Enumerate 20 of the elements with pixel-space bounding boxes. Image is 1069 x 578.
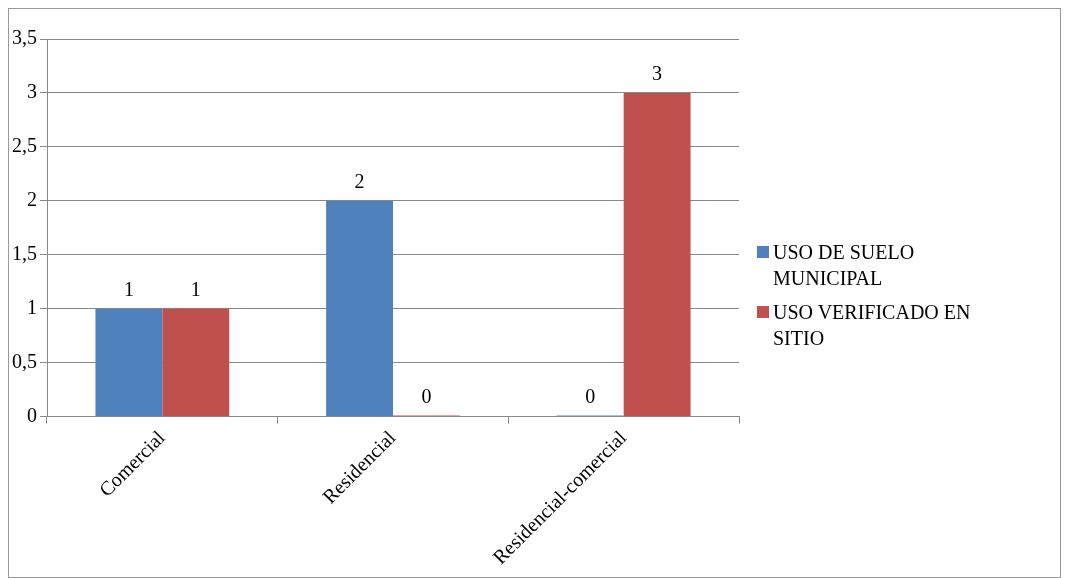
y-tick-label: 3,5 xyxy=(12,26,37,49)
data-label: 3 xyxy=(652,62,663,85)
y-tick-label: 0,5 xyxy=(12,349,37,372)
y-tick-label: 2,5 xyxy=(12,134,37,157)
data-label: 0 xyxy=(421,384,432,407)
y-tick-label: 1,5 xyxy=(12,242,37,265)
data-label: 1 xyxy=(123,277,134,300)
bar xyxy=(162,308,230,417)
y-tick-label: 3 xyxy=(27,80,37,103)
data-label: 0 xyxy=(585,384,596,407)
bar xyxy=(326,200,393,417)
data-label: 1 xyxy=(190,277,201,300)
data-label: 2 xyxy=(354,170,365,193)
bar xyxy=(95,308,163,417)
y-tick-label: 0 xyxy=(27,403,37,426)
legend-label: USO VERIFICADO EN SITIO xyxy=(773,300,972,351)
legend-label: USO DE SUELO MUNICIPAL xyxy=(773,240,916,291)
y-tick-label: 2 xyxy=(27,188,37,211)
y-tick-label: 1 xyxy=(27,295,37,318)
bar xyxy=(623,92,691,417)
